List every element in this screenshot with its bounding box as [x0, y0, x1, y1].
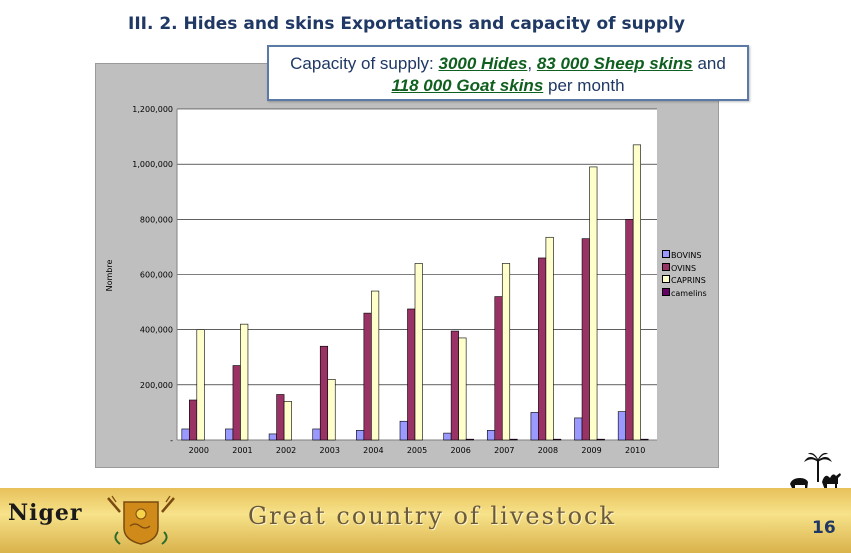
bar-ovins-2010 [625, 219, 634, 441]
bar-ovins-2000 [189, 399, 198, 441]
bar-chart: - 200,000 400,000 600,000 800,000 1,000,000 1,… [105, 105, 657, 455]
slogan-banner: Great country of livestock [248, 502, 617, 530]
bar-caprins-2006 [458, 337, 467, 441]
bar-bovins-2005 [399, 420, 408, 441]
legend-label: OVINS [671, 263, 697, 273]
bar-caprins-2005 [414, 263, 423, 441]
country-label: Niger [8, 500, 83, 526]
legend-swatch [662, 275, 670, 283]
bar-bovins-2008 [530, 412, 539, 441]
x-tick-label: 2004 [363, 446, 383, 455]
legend-swatch [662, 250, 670, 258]
bar-camelins-2010 [640, 438, 649, 441]
y-axis-label: Nombre [105, 260, 114, 292]
legend-item-ovins: OVINS [662, 262, 707, 276]
bar-caprins-2009 [589, 166, 598, 441]
bar-ovins-2008 [538, 257, 547, 441]
slide-title: III. 2. Hides and skins Exportations and… [128, 14, 685, 34]
bar-camelins-2006 [465, 438, 474, 441]
livestock-silhouette-icon [784, 452, 844, 493]
x-tick-label: 2000 [189, 446, 209, 455]
callout-sheep: 83 000 Sheep skins [536, 54, 693, 73]
callout-suffix: per month [543, 76, 625, 95]
y-tick-label: 800,000 [140, 215, 173, 224]
x-tick-label: 2001 [232, 446, 252, 455]
legend-item-caprins: CAPRINS [662, 275, 707, 288]
legend-swatch [662, 262, 670, 271]
callout-hides: 3000 Hides [438, 54, 528, 73]
legend-swatch [662, 287, 670, 296]
x-tick-label: 2006 [450, 446, 470, 455]
bar-caprins-2003 [327, 379, 336, 441]
bar-bovins-2001 [225, 428, 234, 441]
bar-ovins-2005 [407, 308, 416, 441]
bar-bovins-2010 [617, 411, 626, 441]
x-tick-label: 2003 [320, 446, 340, 455]
legend-label: camelins [671, 288, 707, 298]
bar-ovins-2006 [450, 330, 459, 441]
bar-bovins-2002 [268, 433, 277, 441]
bar-ovins-2002 [276, 394, 285, 441]
capacity-callout: Capacity of supply: 3000 Hides, 83 000 S… [267, 45, 749, 101]
bar-bovins-2000 [181, 428, 190, 441]
y-tick-label: - [170, 436, 173, 445]
bar-bovins-2003 [312, 428, 321, 441]
bar-caprins-2001 [240, 323, 249, 441]
bar-ovins-2001 [232, 365, 241, 441]
x-tick-label: 2008 [538, 446, 558, 455]
y-tick-label: 600,000 [140, 271, 173, 280]
bar-camelins-2008 [553, 438, 562, 441]
bar-camelins-2009 [596, 438, 605, 441]
chart-legend: BOVINS OVINS CAPRINS camelins [662, 250, 707, 300]
bar-ovins-2007 [494, 296, 503, 441]
legend-label: CAPRINS [671, 276, 706, 285]
callout-sep2: and [692, 54, 726, 73]
page-number: 16 [812, 518, 836, 538]
bar-camelins-2007 [509, 438, 518, 441]
bar-ovins-2003 [319, 345, 329, 441]
legend-label: BOVINS [671, 251, 702, 260]
legend-item-bovins: BOVINS [662, 250, 707, 263]
y-tick-label: 1,000,000 [132, 160, 173, 169]
bar-bovins-2007 [486, 430, 496, 441]
y-tick-label: 200,000 [140, 381, 173, 390]
coat-of-arms-icon [107, 495, 175, 545]
bar-bovins-2006 [443, 432, 452, 441]
x-tick-label: 2005 [407, 446, 427, 455]
y-tick-label: 1,200,000 [132, 105, 173, 114]
bar-caprins-2002 [283, 401, 292, 441]
x-tick-label: 2009 [581, 446, 601, 455]
bar-bovins-2009 [574, 417, 583, 441]
x-tick-label: 2007 [494, 446, 514, 455]
callout-sep1: , [527, 54, 537, 73]
bar-caprins-2010 [632, 144, 641, 441]
bar-ovins-2009 [581, 238, 590, 441]
bar-ovins-2004 [363, 312, 372, 441]
x-tick-label: 2002 [276, 446, 296, 455]
callout-goat: 118 000 Goat skins [391, 76, 544, 95]
legend-item-camelins: camelins [662, 287, 707, 301]
bar-caprins-2007 [501, 263, 511, 441]
bar-caprins-2000 [196, 329, 205, 441]
callout-prefix: Capacity of supply: [290, 54, 439, 73]
bar-bovins-2004 [356, 430, 365, 441]
bar-caprins-2004 [371, 290, 380, 441]
y-tick-label: 400,000 [140, 326, 173, 335]
bar-caprins-2008 [545, 236, 554, 441]
x-tick-label: 2010 [625, 446, 645, 455]
